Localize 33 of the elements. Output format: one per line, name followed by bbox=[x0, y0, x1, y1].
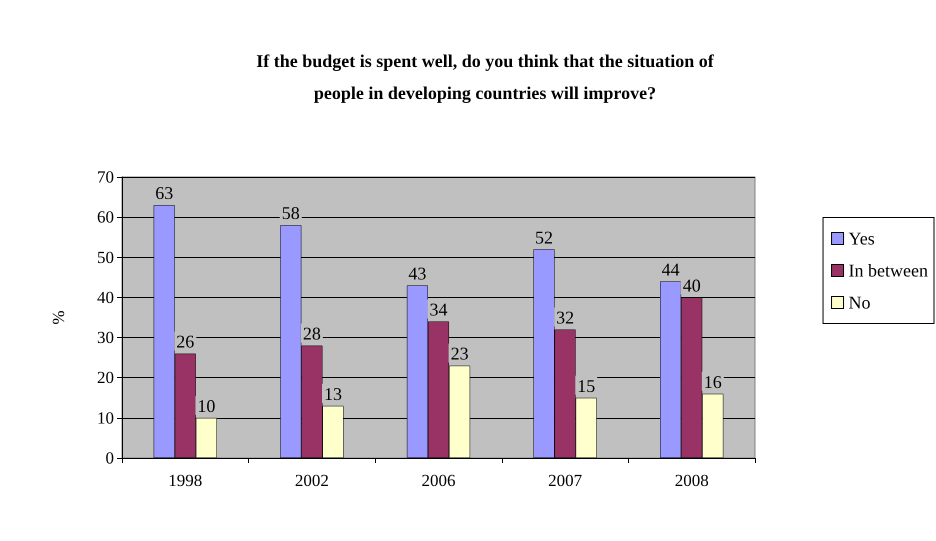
data-label: 58 bbox=[282, 203, 300, 224]
data-label: 28 bbox=[302, 324, 321, 344]
data-label: 13 bbox=[324, 384, 342, 404]
data-label: 40 bbox=[682, 275, 701, 296]
y-tick-label: 10 bbox=[97, 408, 114, 428]
y-tick-label: 50 bbox=[97, 248, 114, 267]
y-tick-label: 60 bbox=[97, 208, 114, 227]
legend-label: Yes bbox=[848, 228, 875, 248]
y-axis-title: % bbox=[49, 310, 68, 325]
data-label: 52 bbox=[535, 227, 553, 248]
legend-label: No bbox=[848, 292, 871, 312]
y-tick-label: 20 bbox=[97, 368, 114, 388]
data-label: 63 bbox=[155, 183, 174, 204]
x-tick-label: 1998 bbox=[168, 471, 202, 490]
data-label: 43 bbox=[408, 263, 426, 284]
chart-title: If the budget is spent well, do you think that the situation of people in developing countries will improve? bbox=[256, 51, 715, 103]
x-tick-label: 2006 bbox=[422, 471, 456, 490]
y-tick-label: 30 bbox=[97, 328, 114, 348]
y-tick-label: 0 bbox=[106, 448, 114, 468]
x-tick-label: 2007 bbox=[548, 471, 583, 490]
data-label: 15 bbox=[577, 376, 596, 396]
x-tick-label: 2008 bbox=[674, 471, 709, 490]
y-tick-label: 40 bbox=[97, 288, 114, 307]
data-label: 16 bbox=[704, 372, 722, 392]
x-tick-label: 2002 bbox=[294, 471, 329, 490]
data-label: 23 bbox=[450, 344, 469, 364]
data-label: 34 bbox=[430, 300, 448, 320]
legend-label: In between bbox=[848, 260, 928, 280]
data-label: 44 bbox=[662, 259, 680, 280]
data-label: 32 bbox=[556, 308, 574, 328]
data-label: 26 bbox=[176, 332, 194, 352]
y-tick-label: 70 bbox=[97, 168, 114, 186]
data-label: 10 bbox=[197, 396, 216, 416]
